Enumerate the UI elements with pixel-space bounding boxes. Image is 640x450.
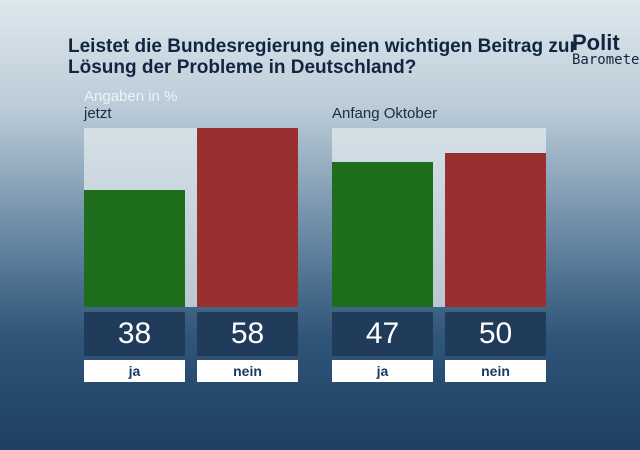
unit-label: Angaben in % [84,88,178,105]
plot-area [332,128,546,307]
logo-line1: Polit [572,30,620,55]
plot-area [84,128,298,307]
panel-label-jetzt: jetzt [84,105,112,122]
chart-title: Leistet die Bundesregierung einen wichti… [68,36,577,78]
bar-ja [84,189,185,307]
category-label: nein [445,360,546,382]
bar-nein [197,128,298,307]
bar-nein [445,152,546,307]
data-label: 38 [84,312,185,356]
politbarometer-logo: Polit Barometer [572,30,640,68]
bar-ja [332,161,433,307]
category-label: ja [84,360,185,382]
data-label: 50 [445,312,546,356]
panel-label-oktober: Anfang Oktober [332,105,438,122]
logo-line2: Barometer [572,52,640,68]
data-label: 58 [197,312,298,356]
data-label: 47 [332,312,433,356]
category-label: ja [332,360,433,382]
category-label: nein [197,360,298,382]
